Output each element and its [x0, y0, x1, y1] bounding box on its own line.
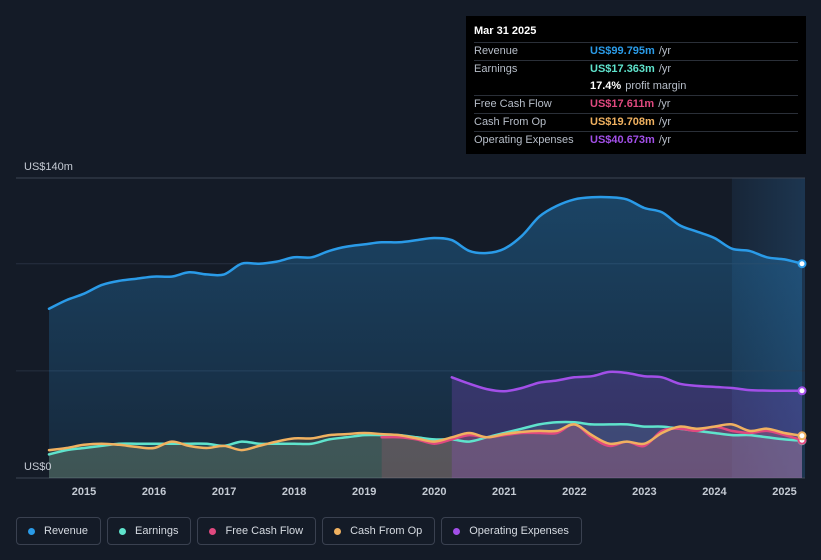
endpoint-revenue — [797, 259, 807, 269]
tooltip-unit: /yr — [658, 116, 672, 128]
tooltip-value: US$99.795m — [590, 45, 655, 57]
data-tooltip: Mar 31 2025 Revenue US$99.795m /yr Earni… — [466, 16, 806, 154]
tooltip-row-operating-expenses: Operating Expenses US$40.673m /yr — [474, 131, 798, 149]
x-tick-label: 2022 — [562, 486, 586, 498]
tooltip-value: US$40.673m — [590, 134, 655, 146]
financial-chart: US$140m US$0 2015 2016 2017 2018 2019 2020 202… — [16, 161, 807, 498]
legend-free-cash-flow[interactable]: Free Cash Flow — [197, 517, 317, 545]
x-tick-label: 2019 — [352, 486, 376, 498]
tooltip-label: Revenue — [474, 45, 519, 57]
tooltip-row-cash-from-op: Cash From Op US$19.708m /yr — [474, 113, 798, 131]
tooltip-value: US$19.708m — [590, 116, 655, 128]
tooltip-date: Mar 31 2025 — [474, 25, 537, 37]
legend-dot-icon — [334, 527, 342, 535]
area-earnings — [49, 422, 802, 478]
tooltip-value: US$17.611m — [590, 98, 655, 110]
legend-label: Free Cash Flow — [225, 525, 304, 537]
tooltip-unit: /yr — [658, 63, 672, 75]
line-revenue — [47, 195, 804, 310]
legend-earnings[interactable]: Earnings — [107, 517, 192, 545]
line-operating-expenses — [450, 370, 804, 393]
legend-label: Cash From Op — [350, 525, 423, 537]
tooltip-unit: /yr — [658, 134, 672, 146]
y-axis-label-zero: US$0 — [24, 461, 52, 473]
legend-operating-expenses[interactable]: Operating Expenses — [441, 517, 582, 545]
x-tick-label: 2015 — [72, 486, 96, 498]
legend-dot-icon — [453, 527, 461, 535]
x-tick-label: 2024 — [702, 486, 727, 498]
tooltip-value: 17.4% — [590, 80, 622, 92]
y-axis-label-max: US$140m — [24, 161, 73, 173]
legend-dot-icon — [209, 527, 217, 535]
line-cash-from-op — [47, 423, 804, 452]
chart-legend: Revenue Earnings Free Cash Flow Cash Fro… — [16, 517, 582, 545]
line-free-cash-flow — [380, 423, 804, 448]
tooltip-row-revenue: Revenue US$99.795m /yr — [474, 42, 798, 60]
tooltip-row-free-cash-flow: Free Cash Flow US$17.611m /yr — [474, 95, 798, 113]
tooltip-value: US$17.363m — [590, 63, 655, 75]
endpoint-operating-expenses — [797, 386, 807, 396]
tooltip-unit: profit margin — [625, 80, 687, 92]
legend-label: Revenue — [44, 525, 89, 537]
tooltip-unit: /yr — [658, 45, 672, 57]
tooltip-label: Earnings — [474, 63, 518, 75]
legend-label: Earnings — [135, 525, 179, 537]
x-tick-label: 2021 — [492, 486, 516, 498]
tooltip-unit: /yr — [658, 98, 671, 110]
legend-dot-icon — [28, 527, 35, 535]
x-tick-label: 2020 — [422, 486, 446, 498]
tooltip-label — [474, 78, 590, 95]
tooltip-label: Cash From Op — [474, 116, 547, 128]
x-tick-label: 2018 — [282, 486, 306, 498]
endpoint-cash-from-op — [797, 431, 807, 441]
tooltip-label: Free Cash Flow — [474, 98, 552, 110]
x-tick-label: 2023 — [632, 486, 656, 498]
tooltip-row-earnings: Earnings US$17.363m /yr — [474, 60, 798, 78]
legend-label: Operating Expenses — [469, 525, 569, 537]
legend-dot-icon — [119, 527, 127, 535]
area-cash-from-op — [49, 424, 802, 478]
tooltip-label: Operating Expenses — [474, 134, 574, 146]
legend-cash-from-op[interactable]: Cash From Op — [322, 517, 436, 545]
x-tick-label: 2016 — [142, 486, 166, 498]
x-tick-label: 2025 — [772, 486, 796, 498]
x-tick-label: 2017 — [212, 486, 236, 498]
tooltip-row-profit-margin: 17.4% profit margin — [474, 78, 798, 95]
legend-revenue[interactable]: Revenue — [16, 517, 102, 545]
